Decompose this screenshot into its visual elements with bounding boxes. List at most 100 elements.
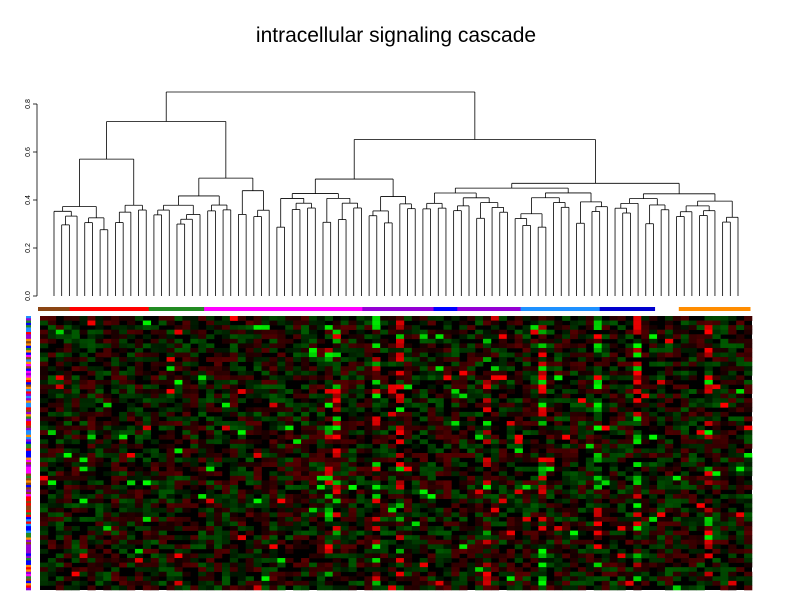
heatmap-cell (562, 398, 571, 404)
heatmap-cell (79, 375, 88, 381)
heatmap-cell (554, 512, 563, 518)
heatmap-cell (324, 457, 334, 463)
row-group-bar (26, 327, 31, 330)
heatmap-cell (554, 398, 563, 404)
heatmap-cell (190, 389, 199, 394)
heatmap-cell (672, 475, 682, 481)
heatmap-cell (704, 334, 713, 340)
heatmap-cell (63, 370, 72, 376)
heatmap-cell (324, 325, 334, 330)
heatmap-cell (475, 453, 484, 458)
heatmap-cell (411, 507, 421, 513)
heatmap-cell (127, 366, 136, 372)
heatmap-cell (435, 539, 444, 545)
heatmap-cell (253, 411, 262, 417)
heatmap-cell (340, 379, 349, 385)
heatmap-cell (720, 503, 729, 509)
heatmap-cell (704, 439, 713, 445)
heatmap-cell (720, 434, 729, 440)
heatmap-cell (63, 379, 72, 385)
heatmap-cell (285, 329, 294, 335)
heatmap-cell (467, 357, 476, 362)
heatmap-cell (142, 389, 152, 394)
row-group-bar (26, 368, 31, 372)
heatmap-cell (562, 539, 571, 545)
heatmap-cell (483, 416, 492, 422)
heatmap-cell (190, 402, 199, 408)
heatmap-cell (166, 457, 175, 463)
heatmap-cell (348, 325, 357, 330)
heatmap-cell (253, 357, 262, 362)
heatmap-cell (308, 457, 318, 463)
heatmap-cell (79, 553, 88, 559)
heatmap-cell (372, 562, 381, 568)
heatmap-cell (356, 375, 365, 381)
heatmap-cell (47, 416, 57, 422)
heatmap-cell (388, 361, 397, 367)
heatmap-cell (419, 361, 428, 367)
heatmap-cell (174, 402, 183, 408)
heatmap-cell (119, 530, 128, 536)
heatmap-cell (712, 489, 721, 495)
heatmap-cell (435, 526, 444, 531)
heatmap-cell (633, 343, 642, 349)
heatmap-cell (601, 334, 610, 340)
heatmap-cell (308, 507, 318, 513)
heatmap-cell (506, 421, 515, 426)
heatmap-cell (562, 480, 571, 486)
heatmap-cell (190, 462, 199, 467)
heatmap-cell (316, 471, 326, 477)
heatmap-cell (490, 352, 500, 358)
heatmap-cell (293, 484, 302, 490)
heatmap-cell (142, 325, 152, 330)
heatmap-cell (332, 379, 341, 385)
heatmap-cell (206, 316, 215, 321)
heatmap-cell (237, 434, 246, 440)
heatmap-cell (704, 484, 713, 490)
heatmap-cell (47, 507, 57, 513)
heatmap-cell (285, 448, 294, 454)
row-group-bar (26, 480, 31, 483)
heatmap-cell (475, 334, 484, 340)
heatmap-cell (324, 512, 334, 518)
heatmap-cell (166, 453, 175, 458)
heatmap-cell (206, 535, 215, 541)
heatmap-cell (198, 535, 207, 541)
heatmap-cell (87, 379, 96, 385)
heatmap-cell (443, 548, 452, 554)
heatmap-cell (696, 521, 705, 527)
heatmap-cell (87, 334, 96, 340)
heatmap-cell (55, 567, 65, 573)
heatmap-cell (166, 484, 175, 490)
heatmap-cell (664, 316, 674, 321)
heatmap-cell (451, 434, 460, 440)
heatmap-cell (609, 398, 618, 404)
heatmap-cell (435, 370, 444, 376)
heatmap-cell (657, 576, 666, 582)
heatmap-cell (657, 439, 666, 445)
heatmap-cell (47, 475, 57, 481)
heatmap-cell (664, 425, 674, 431)
heatmap-cell (40, 526, 49, 531)
heatmap-cell (221, 539, 231, 545)
heatmap-cell (127, 453, 136, 458)
heatmap-cell (712, 425, 721, 431)
heatmap-cell (261, 320, 270, 326)
heatmap-cell (633, 462, 642, 467)
heatmap-cell (506, 334, 515, 340)
heatmap-cell (609, 453, 618, 458)
heatmap-cell (221, 347, 231, 353)
heatmap-cell (467, 347, 476, 353)
heatmap-cell (704, 370, 713, 376)
heatmap-cell (150, 567, 159, 573)
heatmap-cell (617, 338, 626, 344)
heatmap-cell (380, 316, 389, 321)
heatmap-cell (546, 480, 555, 486)
heatmap-cell (95, 393, 104, 399)
heatmap-cell (214, 320, 223, 326)
heatmap-cell (498, 448, 508, 454)
heatmap-cell (364, 567, 373, 573)
heatmap-cell (704, 329, 713, 335)
heatmap-cell (625, 370, 634, 376)
heatmap-cell (728, 516, 737, 522)
